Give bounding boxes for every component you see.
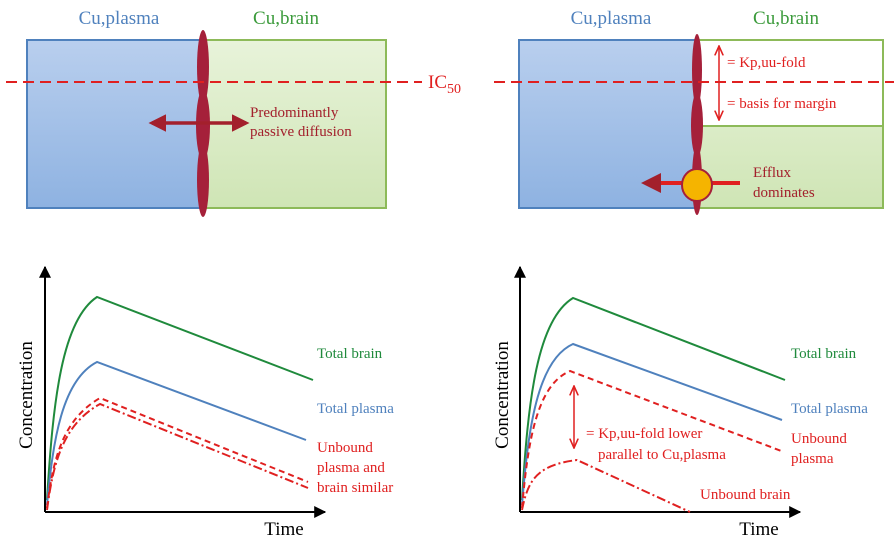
ic50-label: IC50 <box>428 72 461 97</box>
y-axis-label: Concentration <box>492 341 513 449</box>
efflux-label-line1: Efflux <box>753 165 792 181</box>
x-axis-label: Time <box>739 519 778 537</box>
bottom-right-chart: Concentration Time = Kp,uu-fold lower pa… <box>492 265 868 537</box>
total-brain-curve <box>521 296 786 501</box>
diffusion-label-line2: passive diffusion <box>250 124 352 140</box>
total-plasma-curve <box>521 342 783 506</box>
total-brain-label: Total brain <box>317 346 383 362</box>
annotation-line1: = Kp,uu-fold lower <box>586 426 702 442</box>
unbound-label-line2: plasma and <box>317 460 385 476</box>
unbound-label-line1: Unbound <box>317 440 373 456</box>
bottom-left-chart: Concentration Time Total brain Total pla… <box>16 265 394 537</box>
unbound-brain-curve <box>46 402 309 511</box>
total-plasma-curve <box>46 360 307 506</box>
total-plasma-label: Total plasma <box>317 401 394 417</box>
total-plasma-label: Total plasma <box>791 401 868 417</box>
y-axis-label: Concentration <box>16 341 37 449</box>
brain-label: Cu,brain <box>753 8 819 29</box>
efflux-transporter <box>681 168 713 202</box>
top-right-panel: Cu,plasma Cu,brain = Kp,uu-fold = basis … <box>518 8 884 215</box>
margin-label: = basis for margin <box>727 96 837 112</box>
kp-label: = Kp,uu-fold <box>727 55 806 71</box>
unbound-plasma-label-line1: Unbound <box>791 431 847 447</box>
membrane <box>196 30 210 217</box>
ic50-main: IC <box>428 72 447 93</box>
annotation-line2: parallel to Cu,plasma <box>598 447 726 463</box>
plasma-label: Cu,plasma <box>571 8 652 29</box>
diffusion-label-line1: Predominantly <box>250 105 339 121</box>
top-left-panel: Cu,plasma Cu,brain Predominantly passive… <box>26 8 387 217</box>
unbound-brain-label: Unbound brain <box>700 487 791 503</box>
total-brain-label: Total brain <box>791 346 857 362</box>
x-axis-label: Time <box>264 519 303 537</box>
unbound-plasma-curve <box>46 396 309 509</box>
unbound-label-line3: brain similar <box>317 480 393 496</box>
ic50-sub: 50 <box>447 82 461 97</box>
unbound-plasma-curve <box>521 369 785 509</box>
total-brain-curve <box>46 295 314 501</box>
efflux-label-line2: dominates <box>753 185 815 201</box>
unbound-brain-curve <box>521 458 691 513</box>
plasma-label: Cu,plasma <box>79 8 160 29</box>
unbound-plasma-label-line2: plasma <box>791 451 834 467</box>
brain-label: Cu,brain <box>253 8 319 29</box>
